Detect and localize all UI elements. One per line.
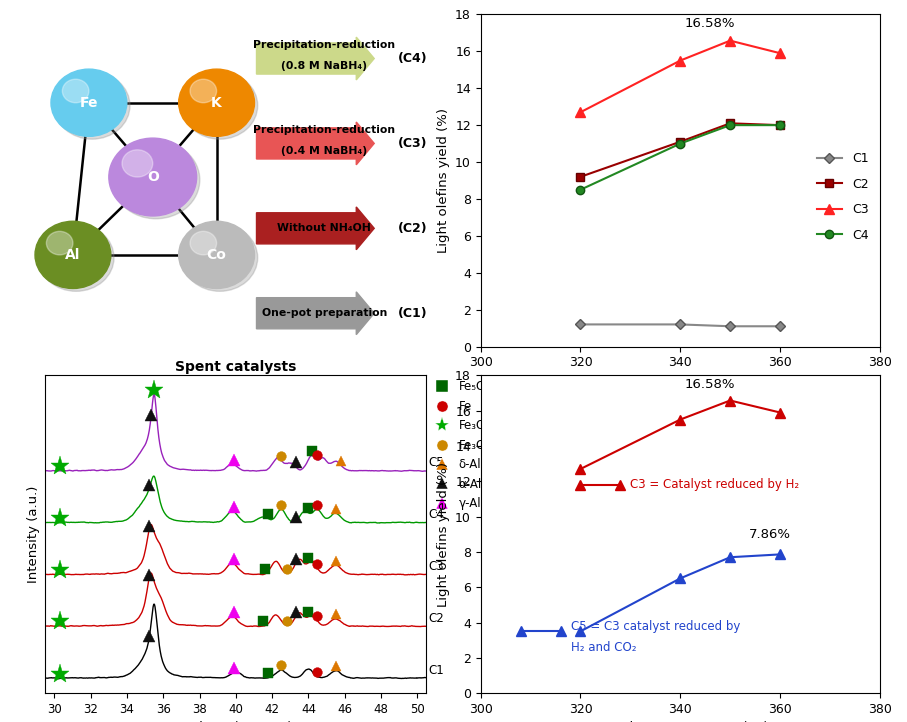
C3 bbox=[725, 36, 736, 45]
Circle shape bbox=[112, 141, 200, 219]
Text: C5: C5 bbox=[428, 456, 444, 469]
Text: C5 = C3 catalyst reduced by: C5 = C3 catalyst reduced by bbox=[571, 619, 740, 632]
Circle shape bbox=[35, 221, 111, 289]
Circle shape bbox=[46, 231, 73, 255]
Text: Precipitation-reduction: Precipitation-reduction bbox=[253, 125, 395, 135]
C1 bbox=[675, 320, 686, 329]
Line: C4: C4 bbox=[576, 121, 785, 194]
Circle shape bbox=[182, 72, 258, 139]
Text: Precipitation-reduction: Precipitation-reduction bbox=[253, 40, 395, 50]
Circle shape bbox=[51, 69, 127, 136]
Text: Fe: Fe bbox=[80, 96, 98, 110]
Circle shape bbox=[190, 231, 217, 255]
Legend: Fe₅C₂, Fe, Fe₃O₄, Fe₃C, δ-Al₂O₃, α-Al₂O₃, γ-Al₂O₃: Fe₅C₂, Fe, Fe₃O₄, Fe₃C, δ-Al₂O₃, α-Al₂O₃… bbox=[430, 375, 505, 515]
Text: H₂ and CO₂: H₂ and CO₂ bbox=[571, 640, 636, 653]
C2 bbox=[725, 119, 736, 128]
C2 bbox=[575, 173, 586, 181]
FancyArrow shape bbox=[257, 292, 375, 334]
Circle shape bbox=[179, 221, 255, 289]
X-axis label: Reaction temperature (°C): Reaction temperature (°C) bbox=[592, 375, 768, 388]
Text: Co: Co bbox=[207, 248, 227, 262]
Text: (C4): (C4) bbox=[398, 52, 428, 65]
Y-axis label: Light olefins yield (%): Light olefins yield (%) bbox=[436, 462, 450, 606]
C3 bbox=[675, 56, 686, 65]
C2 bbox=[775, 121, 785, 129]
Text: (0.8 M NaBH₄): (0.8 M NaBH₄) bbox=[281, 61, 367, 71]
C1 bbox=[725, 322, 736, 331]
Circle shape bbox=[63, 79, 89, 103]
Circle shape bbox=[109, 138, 197, 216]
Text: C3: C3 bbox=[428, 560, 444, 573]
Circle shape bbox=[38, 224, 114, 291]
Circle shape bbox=[54, 72, 130, 139]
Text: Al: Al bbox=[65, 248, 81, 262]
C3 bbox=[575, 108, 586, 116]
Circle shape bbox=[179, 69, 255, 136]
Text: (C1): (C1) bbox=[398, 307, 428, 320]
Text: (0.4 M NaBH₄): (0.4 M NaBH₄) bbox=[281, 147, 367, 156]
Text: C3 = Catalyst reduced by H₂: C3 = Catalyst reduced by H₂ bbox=[630, 479, 799, 492]
FancyArrow shape bbox=[257, 207, 375, 250]
Text: Without NH₄OH: Without NH₄OH bbox=[278, 222, 371, 232]
C4 bbox=[725, 121, 736, 129]
Line: C3: C3 bbox=[576, 36, 785, 117]
Legend: C1, C2, C3, C4: C1, C2, C3, C4 bbox=[812, 147, 873, 247]
Text: (C2): (C2) bbox=[398, 222, 428, 235]
Text: 7.86%: 7.86% bbox=[749, 528, 791, 541]
Circle shape bbox=[122, 149, 152, 177]
Circle shape bbox=[182, 224, 258, 291]
C1 bbox=[575, 320, 586, 329]
Title: Spent catalysts: Spent catalysts bbox=[175, 360, 297, 374]
Text: One-pot preparation: One-pot preparation bbox=[261, 308, 387, 318]
Text: K: K bbox=[211, 96, 222, 110]
C4 bbox=[775, 121, 785, 129]
Text: C1: C1 bbox=[428, 664, 444, 677]
Line: C2: C2 bbox=[576, 119, 785, 181]
C4 bbox=[575, 186, 586, 194]
Text: (C3): (C3) bbox=[398, 137, 428, 150]
Line: C1: C1 bbox=[577, 321, 784, 330]
Y-axis label: Light olefins yield (%): Light olefins yield (%) bbox=[436, 108, 450, 253]
FancyArrow shape bbox=[257, 122, 375, 165]
Text: C2: C2 bbox=[428, 612, 444, 625]
Text: O: O bbox=[147, 170, 159, 184]
Text: C4: C4 bbox=[428, 508, 444, 521]
Text: 16.58%: 16.58% bbox=[685, 378, 736, 391]
FancyArrow shape bbox=[257, 37, 375, 80]
Text: 16.58%: 16.58% bbox=[685, 17, 736, 30]
C4 bbox=[675, 139, 686, 148]
Circle shape bbox=[190, 79, 217, 103]
C3 bbox=[775, 49, 785, 58]
Y-axis label: Intensity (a.u.): Intensity (a.u.) bbox=[27, 486, 40, 583]
C2 bbox=[675, 137, 686, 146]
C1 bbox=[775, 322, 785, 331]
